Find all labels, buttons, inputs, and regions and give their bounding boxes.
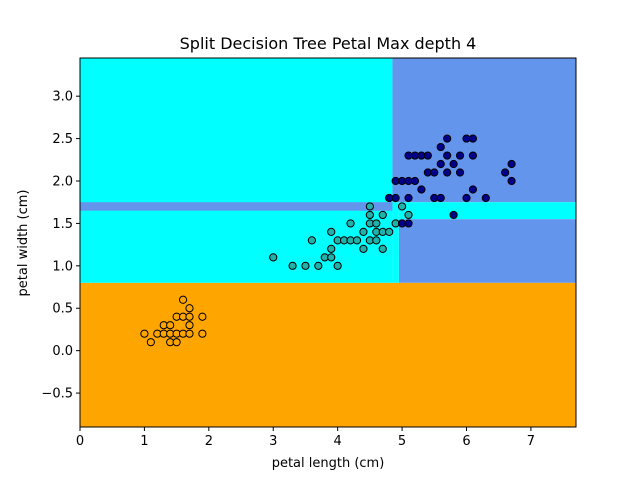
- data-point-class-1: [365, 202, 374, 211]
- y-tick-label: 0.5: [52, 302, 73, 317]
- x-axis-ticks: 0 1 2 3 4 5 6 7: [76, 427, 535, 449]
- data-point-class-1: [385, 227, 394, 236]
- region-class-2: [80, 202, 393, 211]
- data-point-class-0: [185, 304, 194, 313]
- y-tick-label: 3.0: [52, 90, 73, 105]
- y-axis-label: petal width (cm): [16, 190, 31, 297]
- data-point-class-0: [185, 312, 194, 321]
- data-point-class-0: [146, 338, 155, 347]
- region-class-1: [398, 202, 576, 220]
- data-point-class-1: [404, 210, 413, 220]
- data-point-class-1: [333, 261, 342, 270]
- data-point-class-1: [327, 253, 336, 262]
- data-point-class-1: [378, 210, 387, 220]
- x-tick-label: 7: [527, 434, 535, 449]
- region-class-1: [392, 202, 399, 283]
- data-point-class-0: [172, 338, 181, 347]
- data-point-class-1: [372, 219, 381, 228]
- y-tick-label: 1.5: [52, 217, 73, 232]
- data-point-class-0: [166, 321, 175, 330]
- data-point-class-1: [359, 244, 368, 253]
- y-tick-label: 1.0: [52, 259, 73, 274]
- data-point-class-1: [378, 244, 387, 253]
- data-point-class-2: [423, 151, 432, 160]
- region-class-2: [392, 58, 576, 203]
- data-point-class-2: [462, 193, 471, 203]
- data-point-class-2: [468, 185, 478, 194]
- data-point-class-2: [404, 219, 413, 228]
- region-class-1: [80, 58, 393, 283]
- data-point-class-0: [185, 321, 194, 330]
- data-point-class-1: [314, 261, 323, 270]
- data-point-class-0: [140, 329, 149, 338]
- data-point-class-1: [346, 219, 355, 228]
- data-point-class-2: [455, 168, 465, 177]
- data-point-class-2: [455, 151, 465, 160]
- data-point-class-2: [417, 185, 426, 194]
- decision-regions: [80, 58, 576, 427]
- data-point-class-0: [198, 312, 207, 321]
- data-point-class-2: [443, 134, 452, 143]
- data-point-class-1: [359, 227, 368, 236]
- data-point-class-0: [185, 329, 194, 338]
- data-point-class-1: [327, 244, 336, 253]
- y-tick-label: 2.0: [52, 175, 73, 190]
- chart-title: Split Decision Tree Petal Max depth 4: [180, 34, 477, 53]
- x-axis-label: petal length (cm): [272, 456, 385, 471]
- y-axis-ticks: −0.5 0.0 0.5 1.0 1.5 2.0 2.5 3.0: [41, 90, 80, 402]
- data-point-class-2: [501, 168, 510, 177]
- data-point-class-0: [198, 329, 207, 338]
- data-point-class-2: [481, 193, 490, 203]
- x-tick-label: 0: [76, 434, 84, 449]
- data-point-class-2: [436, 193, 445, 203]
- data-point-class-2: [430, 168, 439, 177]
- data-points: [140, 134, 516, 347]
- data-point-class-2: [443, 168, 452, 177]
- x-tick-label: 4: [334, 434, 342, 449]
- data-point-class-1: [352, 236, 362, 245]
- data-point-class-2: [443, 151, 452, 160]
- x-tick-label: 1: [140, 434, 148, 449]
- y-tick-label: 2.5: [52, 132, 73, 147]
- data-point-class-2: [449, 210, 458, 220]
- x-tick-label: 3: [269, 434, 277, 449]
- data-point-class-1: [365, 210, 374, 220]
- data-point-class-1: [397, 202, 407, 211]
- data-point-class-1: [288, 261, 297, 270]
- data-point-class-1: [269, 253, 278, 262]
- data-point-class-2: [507, 176, 516, 186]
- data-point-class-2: [468, 134, 478, 143]
- data-point-class-1: [301, 261, 310, 270]
- data-point-class-1: [307, 236, 316, 245]
- x-tick-label: 6: [462, 434, 470, 449]
- data-point-class-2: [404, 193, 413, 203]
- data-point-class-1: [372, 236, 381, 245]
- data-point-class-2: [436, 159, 445, 169]
- data-point-class-0: [178, 295, 188, 304]
- data-point-class-2: [507, 159, 516, 169]
- region-class-0: [80, 282, 576, 427]
- data-point-class-2: [436, 142, 445, 152]
- region-class-2: [398, 219, 576, 283]
- data-point-class-2: [391, 193, 400, 203]
- data-point-class-1: [327, 227, 336, 236]
- plot-frame: [79, 57, 577, 428]
- data-point-class-2: [410, 176, 420, 186]
- x-tick-label: 2: [205, 434, 213, 449]
- x-tick-label: 5: [398, 434, 406, 449]
- y-tick-label: −0.5: [41, 387, 73, 402]
- y-tick-label: 0.0: [52, 344, 73, 359]
- data-point-class-2: [468, 151, 478, 160]
- data-point-class-2: [449, 159, 458, 169]
